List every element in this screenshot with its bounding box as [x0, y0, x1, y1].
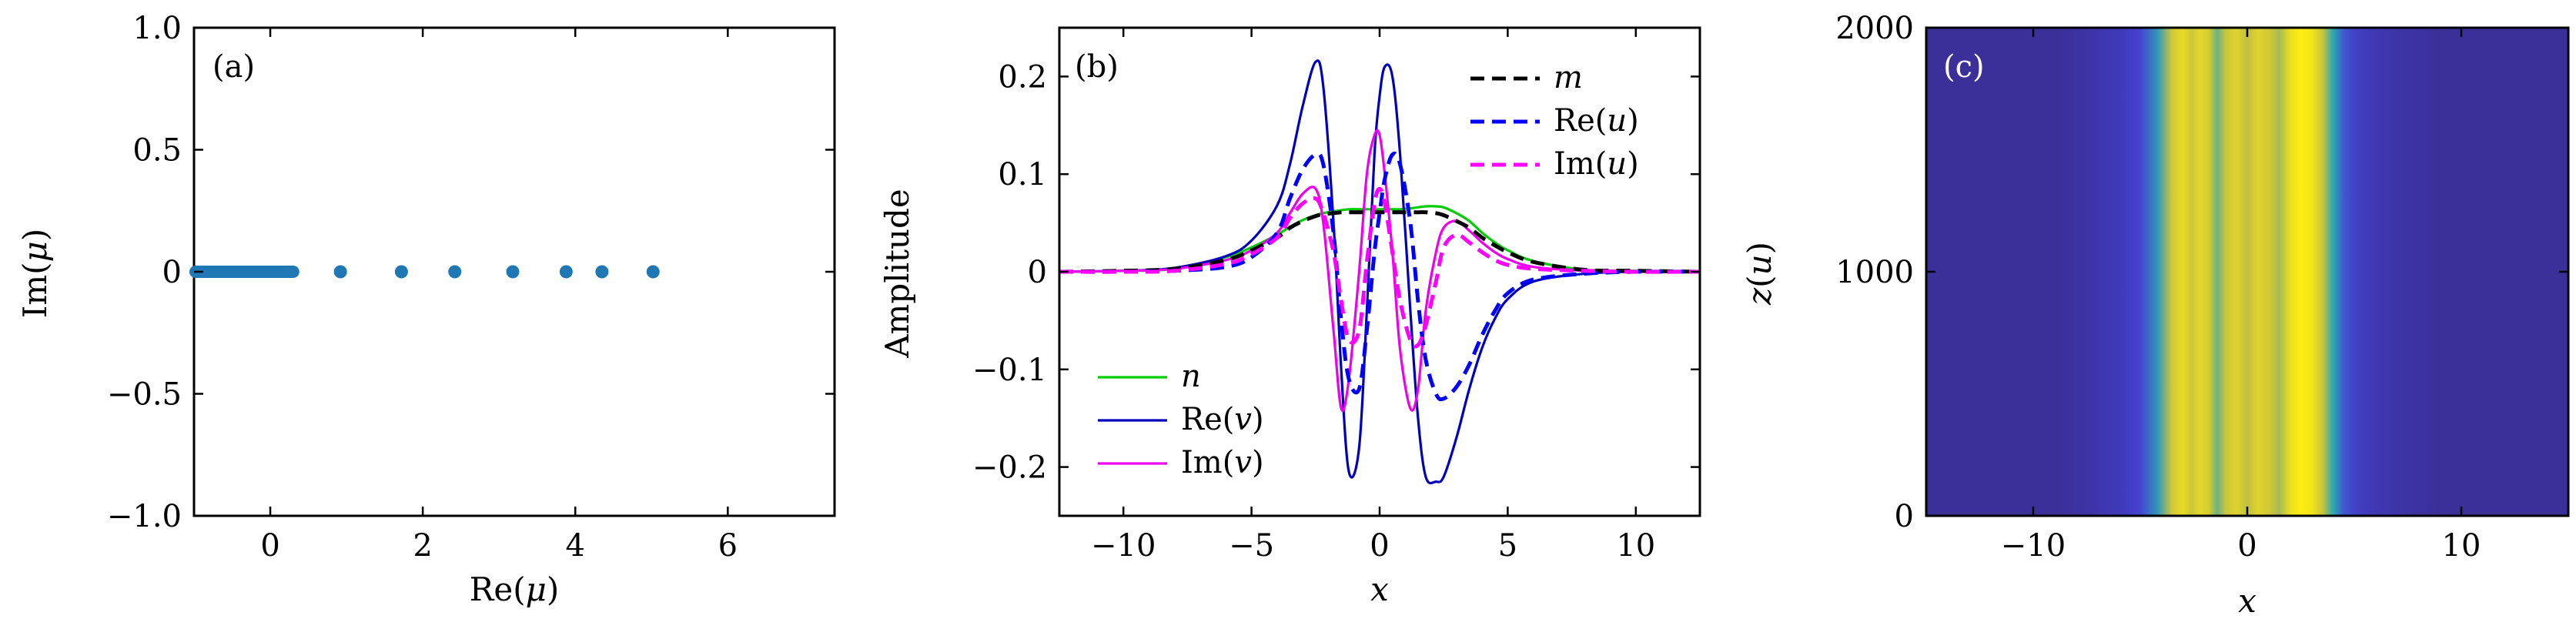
panel-a-marks [189, 265, 660, 279]
panel-c-xtick-label: 0 [2237, 528, 2257, 564]
panel-b-ylabel: Amplitude [878, 189, 916, 359]
series-line-n [1059, 205, 1700, 273]
panel-b-ytick-label: 0 [1028, 255, 1047, 290]
panel-b-xlabel: x [1370, 570, 1389, 608]
panel-a-xtick-label: 0 [260, 528, 279, 564]
panel-b-xtick-label: 5 [1498, 528, 1517, 564]
panel-b: −10 −5 0 5 10 −0.2 −0.1 0 0.1 0.2 (b) x Amplitude… [878, 26, 1701, 608]
panel-a-xlabel: Re(μ) [470, 570, 560, 608]
panel-a-ytick-label: 0.5 [132, 133, 182, 169]
panel-b-ytick-label: 0.1 [998, 157, 1047, 192]
legend-label: Im(v) [1181, 445, 1264, 480]
eigenvalue-point [595, 265, 609, 279]
eigenvalue-point [394, 265, 408, 279]
panel-c-ticks: −10 0 10 0 1000 2000 [1835, 11, 2568, 564]
panel-c-xtick-label: −10 [2001, 528, 2066, 564]
panel-c-xtick-label: 10 [2442, 528, 2481, 564]
legend-label: n [1181, 359, 1201, 394]
panel-a-ytick-label: 1.0 [132, 11, 182, 46]
series-line-imu [1059, 186, 1700, 349]
panel-a-tag: (a) [212, 49, 255, 85]
panel-b-marks [1059, 59, 1700, 485]
panel-a-xtick-label: 6 [718, 528, 738, 564]
panel-b-xtick-label: −10 [1091, 528, 1156, 564]
panel-c-ylabel: z(u) [1741, 242, 1778, 306]
panel-c-ytick-label: 0 [1895, 499, 1914, 534]
series-line-reu [1059, 151, 1700, 402]
panel-a-xtick-label: 4 [566, 528, 585, 564]
panel-c-ytick-label: 1000 [1835, 255, 1914, 290]
panel-a: 0 2 4 6 −1.0 −0.5 0 0.5 1.0 (a) Re(μ) Im(μ) [16, 11, 836, 608]
panel-b-ticks: −10 −5 0 5 10 −0.2 −0.1 0 0.1 0.2 [972, 28, 1700, 564]
panel-b-legend: m Re(u) Im(u) n Re(v) Im(v) [1098, 60, 1639, 480]
panel-c: −10 0 10 0 1000 2000 (c) x z(u) [1741, 11, 2570, 620]
legend-label: m [1554, 60, 1583, 95]
eigenvalue-point [506, 265, 520, 279]
panel-a-ytick-label: 0 [162, 255, 182, 290]
panel-a-xtick-label: 2 [413, 528, 432, 564]
eigenvalue-point [646, 265, 660, 279]
panel-b-tag: (b) [1075, 49, 1119, 85]
panel-a-ytick-label: −0.5 [107, 377, 182, 413]
legend-label: Re(u) [1554, 103, 1639, 139]
eigenvalue-point [333, 265, 347, 279]
eigenvalue-point [448, 265, 462, 279]
series-line-rev [1059, 59, 1700, 485]
heatmap-field [1926, 28, 2568, 516]
panel-c-xlabel: x [2238, 582, 2257, 620]
panel-a-ytick-label: −1.0 [107, 499, 182, 534]
panel-b-ytick-label: −0.2 [972, 450, 1047, 486]
panel-c-ytick-label: 2000 [1835, 11, 1914, 46]
panel-c-tag: (c) [1943, 49, 1985, 85]
panel-b-ytick-label: −0.1 [972, 353, 1047, 388]
panel-b-ytick-label: 0.2 [998, 59, 1047, 95]
series-line-imv [1059, 129, 1700, 412]
legend-label: Re(v) [1181, 402, 1264, 437]
panel-b-xtick-label: 0 [1370, 528, 1389, 564]
panel-a-ticks: 0 2 4 6 −1.0 −0.5 0 0.5 1.0 [107, 11, 835, 564]
panel-a-ylabel: Im(μ) [16, 229, 54, 319]
legend-label: Im(u) [1554, 146, 1639, 182]
panel-b-xtick-label: −5 [1229, 528, 1274, 564]
eigenvalue-point [559, 265, 573, 279]
panel-b-xtick-label: 10 [1616, 528, 1655, 564]
